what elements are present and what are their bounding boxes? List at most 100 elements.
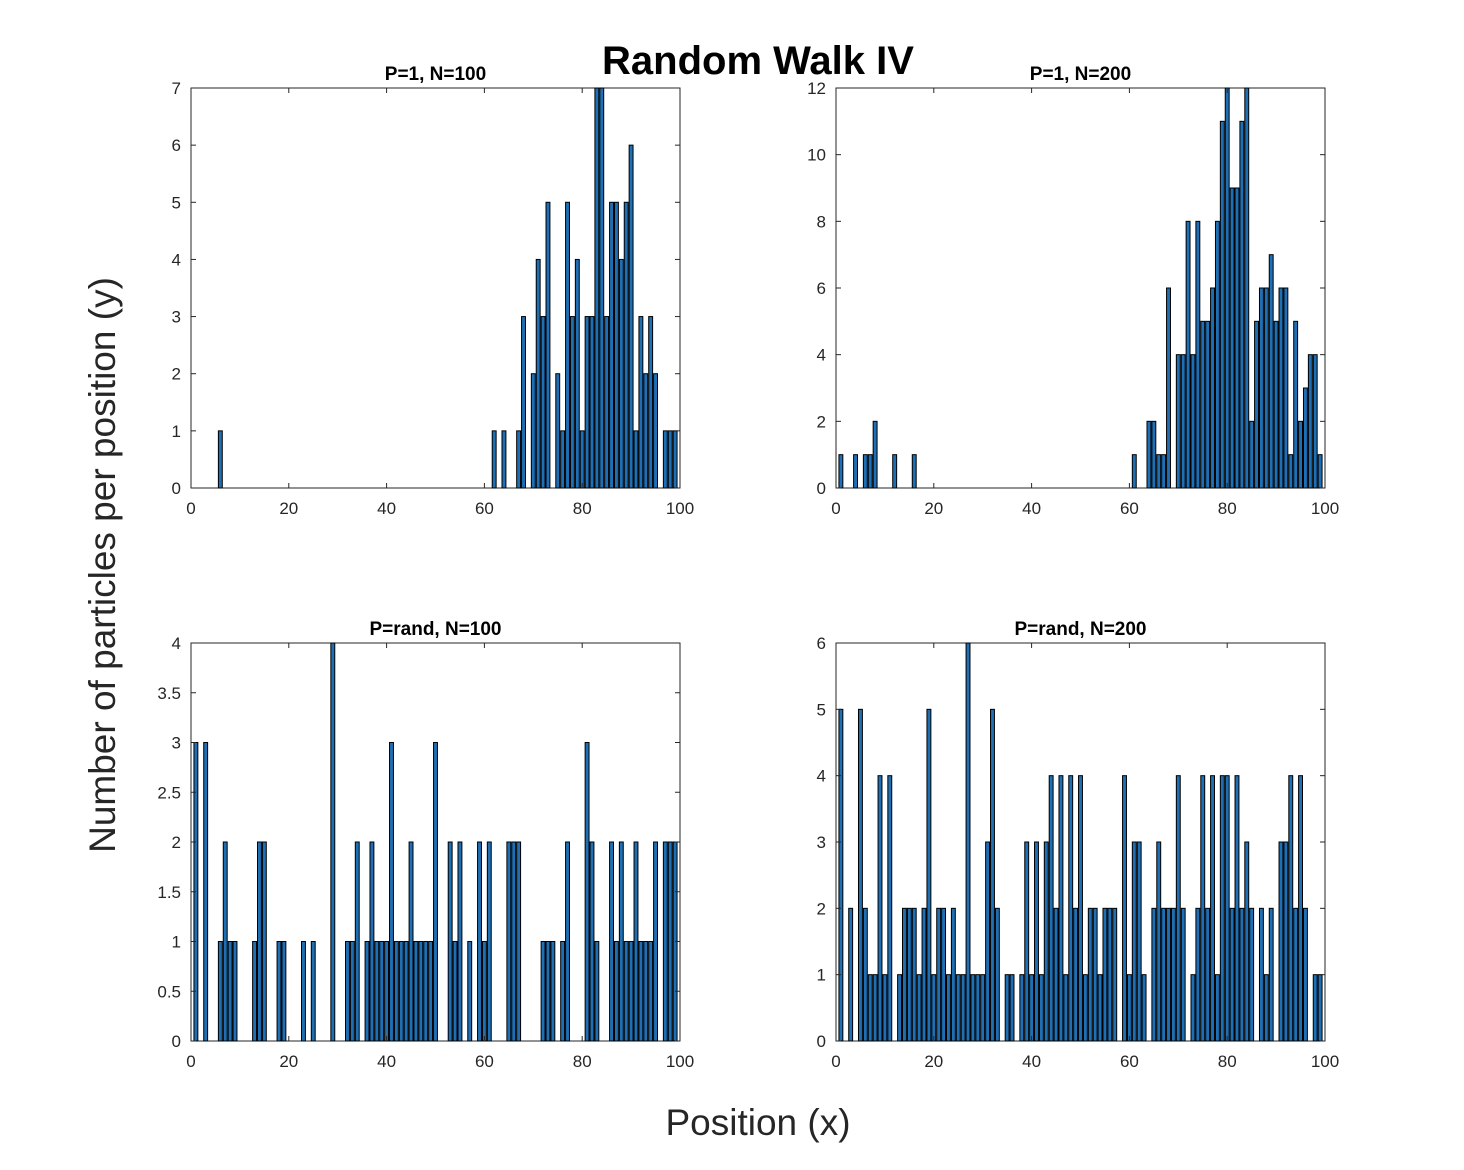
bar — [1234, 775, 1240, 1042]
bar — [1298, 420, 1303, 489]
bar — [1180, 907, 1186, 1042]
y-tick-label: 2.5 — [157, 783, 181, 802]
y-tick-label: 3 — [817, 833, 826, 852]
bar — [555, 373, 561, 489]
bar — [906, 907, 912, 1042]
subplot-1: 0 20 40 60 80 100 0 1 2 3 4 5 6 7 P=1, N=100 — [172, 64, 695, 518]
x-tick-label: 20 — [924, 1052, 943, 1071]
bar — [887, 775, 893, 1042]
bar — [594, 87, 600, 489]
bar — [633, 430, 639, 489]
bar — [994, 907, 1000, 1042]
bar — [867, 454, 873, 489]
bar — [1229, 907, 1235, 1042]
bar — [946, 974, 951, 1042]
bar — [589, 841, 595, 1042]
bar — [911, 454, 917, 489]
bar — [638, 941, 644, 1042]
bar — [1288, 775, 1294, 1042]
bar — [931, 974, 937, 1042]
bar — [1161, 454, 1167, 489]
bar — [599, 87, 605, 489]
bar — [975, 974, 981, 1042]
bar — [1244, 87, 1250, 489]
bar — [1151, 420, 1157, 489]
bar — [516, 430, 522, 489]
x-tick-label: 80 — [573, 1052, 592, 1071]
subplot-2: 0 20 40 60 80 100 0 2 4 6 8 10 12 P=1, N=200 — [807, 64, 1339, 518]
bar — [203, 742, 209, 1042]
bar — [1126, 974, 1132, 1042]
bar — [1214, 974, 1220, 1042]
bar — [902, 907, 907, 1042]
y-tick-label: 0.5 — [157, 982, 181, 1001]
bar — [521, 316, 526, 489]
bar — [506, 841, 512, 1042]
bar — [1214, 220, 1220, 489]
bar — [257, 841, 262, 1042]
bar — [926, 708, 932, 1042]
bar — [643, 373, 649, 489]
x-tick-label: 20 — [924, 499, 943, 518]
bar — [965, 642, 971, 1042]
x-tick-label: 80 — [1218, 499, 1237, 518]
bar — [892, 454, 898, 489]
bar — [618, 841, 624, 1042]
bar — [560, 941, 566, 1042]
bar — [1136, 841, 1142, 1042]
y-tick-label: 4 — [817, 346, 826, 365]
bar — [950, 907, 956, 1042]
bar — [428, 941, 434, 1042]
bar — [897, 974, 903, 1042]
bar — [569, 316, 575, 489]
y-tick-label: 1.5 — [157, 883, 181, 902]
x-tick-label: 100 — [1311, 499, 1339, 518]
bar — [501, 430, 507, 489]
x-tick-label: 20 — [279, 1052, 298, 1071]
x-tick-label: 20 — [279, 499, 298, 518]
y-tick-label: 0 — [817, 1032, 826, 1051]
bar — [369, 841, 375, 1042]
bar — [261, 841, 267, 1042]
bar — [217, 941, 223, 1042]
bar — [423, 941, 429, 1042]
bar — [1224, 775, 1230, 1042]
bar — [872, 420, 878, 489]
bar — [648, 316, 654, 489]
bar — [1210, 287, 1215, 489]
x-axis-label: Position (x) — [665, 1102, 850, 1143]
x-tick-label: 60 — [1120, 499, 1139, 518]
bar — [1156, 454, 1162, 489]
bar — [882, 974, 888, 1042]
bar — [447, 841, 453, 1042]
bar — [838, 708, 844, 1042]
bar — [310, 941, 316, 1042]
bar — [862, 454, 868, 489]
bar — [398, 941, 404, 1042]
bar — [1278, 841, 1284, 1042]
x-tick-label: 60 — [475, 1052, 494, 1071]
bar — [1249, 907, 1255, 1042]
bar — [565, 841, 570, 1042]
bar — [1180, 354, 1186, 489]
bar — [1205, 320, 1211, 489]
bar — [1317, 454, 1323, 489]
bar — [633, 841, 639, 1042]
bar — [1009, 974, 1015, 1042]
bar — [281, 941, 287, 1042]
bar — [222, 841, 228, 1042]
bar — [955, 974, 961, 1042]
bar — [623, 201, 629, 489]
bar — [1161, 907, 1167, 1042]
bar — [491, 430, 497, 489]
bar — [403, 941, 409, 1042]
bar — [1258, 287, 1264, 489]
bar — [550, 941, 556, 1042]
bar — [1302, 387, 1308, 489]
bar — [560, 430, 566, 489]
bar — [662, 430, 668, 489]
bar — [1122, 775, 1127, 1042]
bar — [985, 841, 991, 1042]
bar — [916, 974, 922, 1042]
x-tick-label: 100 — [666, 1052, 694, 1071]
